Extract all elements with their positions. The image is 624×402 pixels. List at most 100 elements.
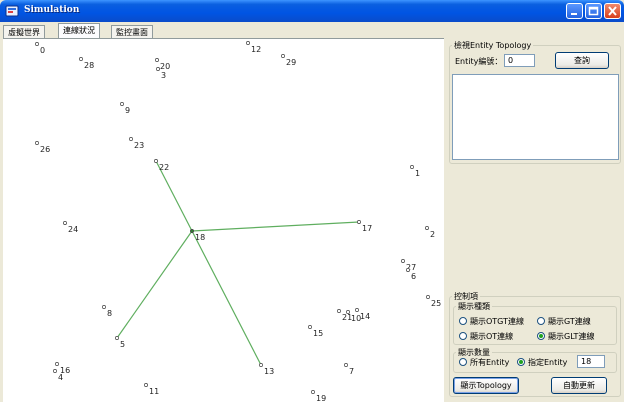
- maximize-icon: [588, 6, 599, 16]
- node-16[interactable]: 16: [55, 362, 70, 375]
- node-marker: [155, 58, 159, 62]
- radio-all-entity[interactable]: [459, 358, 467, 366]
- radio-ot-label: 顯示OT連線: [470, 332, 514, 341]
- node-label: 26: [40, 145, 50, 154]
- node-marker: [79, 57, 83, 61]
- node-marker: [410, 165, 414, 169]
- node-0[interactable]: 0: [35, 42, 45, 55]
- node-8[interactable]: 8: [102, 305, 112, 318]
- tab-label: 連線狀況: [63, 26, 95, 35]
- node-4[interactable]: 4: [53, 369, 63, 382]
- node-marker: [425, 226, 429, 230]
- node-label: 0: [40, 46, 45, 55]
- node-marker: [346, 310, 350, 314]
- node-label: 22: [159, 163, 169, 172]
- node-15[interactable]: 15: [308, 325, 323, 338]
- link-18-17: [191, 221, 360, 232]
- node-label: 3: [161, 71, 166, 80]
- radio-glt[interactable]: [537, 332, 545, 340]
- node-25[interactable]: 25: [426, 295, 441, 308]
- auto-update-button[interactable]: 自動更新: [551, 377, 607, 394]
- node-label: 8: [107, 309, 112, 318]
- node-label: 1: [415, 169, 420, 178]
- tab-virtual-world[interactable]: 虛擬世界: [3, 25, 45, 39]
- radio-all-entity-label: 所有Entity: [470, 358, 510, 367]
- node-marker: [53, 369, 57, 373]
- radio-gt-label: 顯示GT連線: [548, 317, 591, 326]
- node-label: 17: [362, 224, 372, 233]
- node-28[interactable]: 28: [79, 57, 94, 70]
- title-bar[interactable]: Simulation: [0, 0, 624, 22]
- tab-bar: 虛擬世界 連線狀況 監控畫面: [0, 22, 624, 39]
- node-label: 19: [316, 394, 326, 402]
- node-label: 13: [264, 367, 274, 376]
- node-5[interactable]: 5: [115, 336, 125, 349]
- node-27[interactable]: 27: [401, 259, 416, 272]
- node-marker: [401, 259, 405, 263]
- node-marker: [154, 159, 158, 163]
- node-12[interactable]: 12: [246, 41, 261, 54]
- minimize-button[interactable]: [566, 3, 583, 19]
- node-marker: [144, 383, 148, 387]
- node-24[interactable]: 24: [63, 221, 78, 234]
- node-13[interactable]: 13: [259, 363, 274, 376]
- node-label: 6: [411, 272, 416, 281]
- specific-entity-input[interactable]: 18: [577, 355, 605, 368]
- tab-monitor-screen[interactable]: 監控畫面: [111, 25, 153, 39]
- maximize-button[interactable]: [585, 3, 602, 19]
- node-3[interactable]: 3: [156, 67, 166, 80]
- radio-ot[interactable]: [459, 332, 467, 340]
- node-marker: [115, 336, 119, 340]
- right-panel: 檢視Entity Topology Entity編號： 0 查詢 控制項 顯示種…: [446, 38, 624, 402]
- radio-gt[interactable]: [537, 317, 545, 325]
- node-marker: [55, 362, 59, 366]
- show-topology-button[interactable]: 顯示Topology: [453, 377, 519, 394]
- node-10[interactable]: 10: [346, 310, 361, 323]
- node-20[interactable]: 20: [155, 58, 170, 71]
- node-marker: [308, 325, 312, 329]
- node-14[interactable]: 14: [355, 308, 370, 321]
- node-marker: [311, 390, 315, 394]
- node-7[interactable]: 7: [344, 363, 354, 376]
- node-marker: [63, 221, 67, 225]
- node-6[interactable]: 6: [406, 268, 416, 281]
- node-label: 23: [134, 141, 144, 150]
- node-9[interactable]: 9: [120, 102, 130, 115]
- node-22[interactable]: 22: [154, 159, 169, 172]
- display-type-group: 顯示種類: [453, 301, 617, 345]
- radio-specific-entity[interactable]: [517, 358, 525, 366]
- node-label: 2: [430, 230, 435, 239]
- radio-otgt[interactable]: [459, 317, 467, 325]
- display-count-legend: 顯示數量: [458, 348, 490, 357]
- node-label: 12: [251, 45, 261, 54]
- entity-number-input[interactable]: 0: [504, 54, 535, 67]
- node-label: 15: [313, 329, 323, 338]
- node-26[interactable]: 26: [35, 141, 50, 154]
- node-18[interactable]: 18: [190, 229, 205, 242]
- tab-label: 虛擬世界: [8, 28, 40, 37]
- node-23[interactable]: 23: [129, 137, 144, 150]
- node-label: 29: [286, 58, 296, 67]
- display-count-group: 顯示數量: [453, 347, 617, 373]
- node-marker: [344, 363, 348, 367]
- node-marker: [281, 54, 285, 58]
- node-19[interactable]: 19: [311, 390, 326, 402]
- topology-result-list[interactable]: [452, 74, 619, 160]
- node-marker: [190, 229, 194, 233]
- query-button[interactable]: 查詢: [555, 52, 609, 69]
- node-1[interactable]: 1: [410, 165, 420, 178]
- node-11[interactable]: 11: [144, 383, 159, 396]
- node-label: 10: [351, 314, 361, 323]
- close-button[interactable]: [604, 3, 621, 19]
- node-label: 24: [68, 225, 78, 234]
- node-17[interactable]: 17: [357, 220, 372, 233]
- app-icon: [5, 5, 19, 17]
- node-marker: [35, 141, 39, 145]
- node-29[interactable]: 29: [281, 54, 296, 67]
- topology-canvas[interactable]: 0 28 20 3 12 29 9 23 26 22 1 24 18 17 2 27 6 25 8 21 10 14 15 5…: [3, 38, 444, 402]
- tab-connection-status[interactable]: 連線狀況: [58, 23, 100, 39]
- node-2[interactable]: 2: [425, 226, 435, 239]
- node-21[interactable]: 21: [337, 309, 352, 322]
